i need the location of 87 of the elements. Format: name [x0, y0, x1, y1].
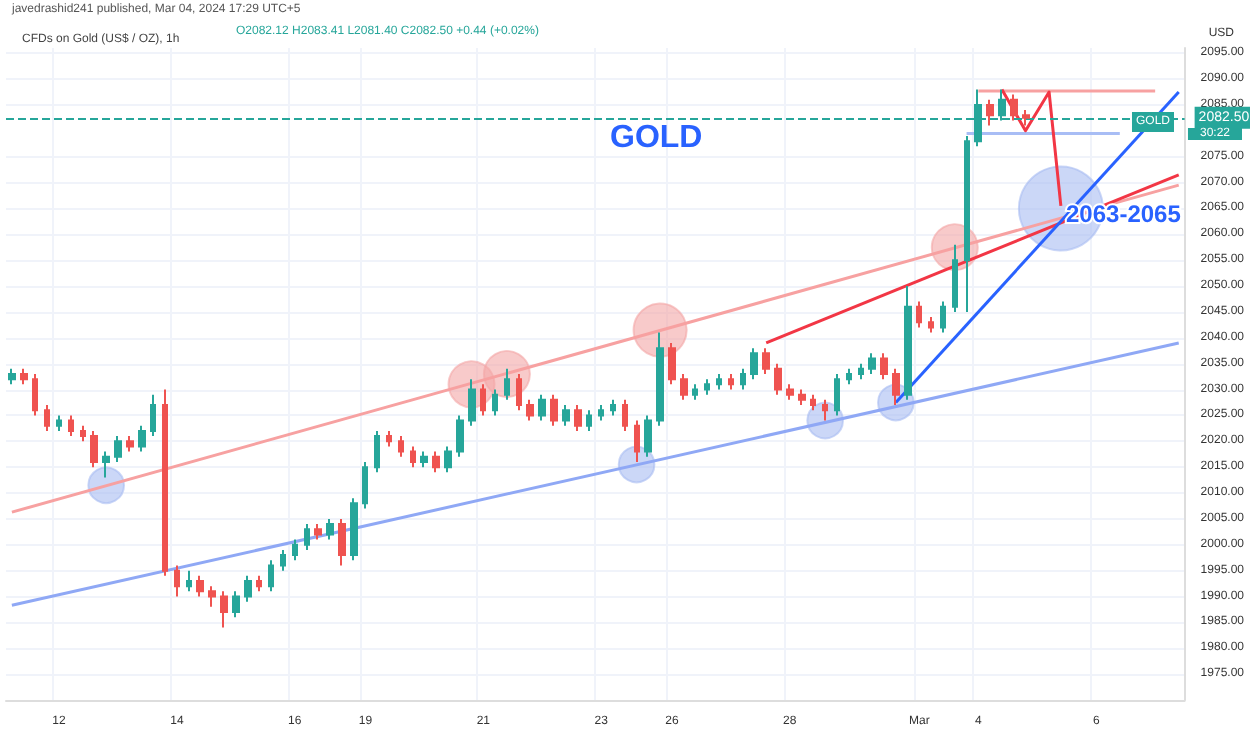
candlestick [338, 517, 346, 567]
candlestick [868, 352, 876, 375]
candlestick [326, 517, 334, 541]
candlestick [314, 523, 322, 541]
candlestick [196, 574, 204, 598]
candlestick [704, 378, 710, 396]
candlestick [586, 409, 592, 432]
candlestick [740, 367, 746, 391]
candlestick [928, 316, 934, 334]
candlestick [538, 393, 546, 422]
candlestick [504, 367, 510, 401]
candlestick [526, 398, 534, 422]
candlestick [244, 574, 252, 603]
candlestick [610, 398, 616, 417]
candlestick [786, 383, 794, 401]
candlestick [350, 497, 358, 562]
candlestick [114, 435, 122, 463]
candlestick [728, 373, 734, 391]
candlestick [750, 347, 758, 381]
candlestick [8, 367, 16, 386]
candlestick [622, 398, 628, 432]
candlestick [456, 414, 464, 458]
candlestick [644, 414, 652, 458]
candlestick [492, 388, 498, 417]
candlestick [468, 378, 476, 427]
candlestick [562, 404, 570, 427]
candlestick [598, 404, 604, 422]
text: GOLD [610, 121, 703, 155]
candlestick [444, 445, 452, 474]
candlestick [834, 373, 840, 417]
candlestick [1010, 93, 1018, 122]
candlestick [20, 367, 28, 386]
candlestick [892, 367, 900, 407]
candlestick [986, 98, 994, 127]
candlestick [280, 548, 286, 572]
candlestick [174, 564, 180, 598]
candlestick [268, 559, 274, 593]
candlestick [940, 300, 946, 334]
candlestick [56, 414, 62, 432]
candlestick [656, 331, 664, 427]
candlestick [516, 373, 522, 412]
candlestick [916, 300, 922, 329]
candlestick [186, 569, 192, 593]
candlestick [68, 414, 74, 438]
candlestick [90, 429, 98, 469]
candlestick [716, 373, 722, 391]
candlestick [680, 373, 688, 401]
candlestick [32, 373, 38, 417]
candlestick [774, 362, 782, 396]
candlestick [810, 393, 816, 412]
candlestick [574, 404, 582, 432]
candlestick [480, 383, 486, 417]
candlestick [80, 424, 86, 443]
candlestick [952, 243, 958, 313]
candlestick [692, 383, 698, 401]
candlestick [126, 435, 134, 453]
candlestick [822, 398, 828, 422]
candlestick [398, 435, 404, 458]
candlestick [220, 590, 228, 629]
candlestick [208, 585, 216, 608]
candlestick [904, 285, 912, 401]
candlestick [162, 388, 168, 577]
candlestick [386, 429, 392, 448]
candlestick [1022, 109, 1030, 127]
candlestick [102, 450, 110, 479]
candlestick [550, 393, 558, 427]
candlestick [762, 347, 770, 375]
candlestick [432, 450, 440, 474]
candlestick [374, 429, 380, 474]
candlestick [964, 134, 970, 313]
candlestick [304, 523, 310, 551]
candlestick [138, 424, 146, 453]
candlestick [798, 388, 806, 407]
candlestick [292, 538, 298, 562]
candlestick [362, 460, 368, 510]
candlestick [232, 590, 240, 619]
candlestick [634, 419, 640, 463]
candlestick [858, 362, 864, 381]
candlestick [256, 574, 262, 593]
candlestick [880, 352, 888, 381]
candlestick [410, 445, 416, 469]
candlestick [668, 341, 676, 386]
candlestick [846, 367, 852, 386]
candlestick [420, 450, 428, 469]
candlestick [150, 393, 156, 438]
candlestick [44, 404, 50, 432]
line-series [1000, 87, 1063, 208]
